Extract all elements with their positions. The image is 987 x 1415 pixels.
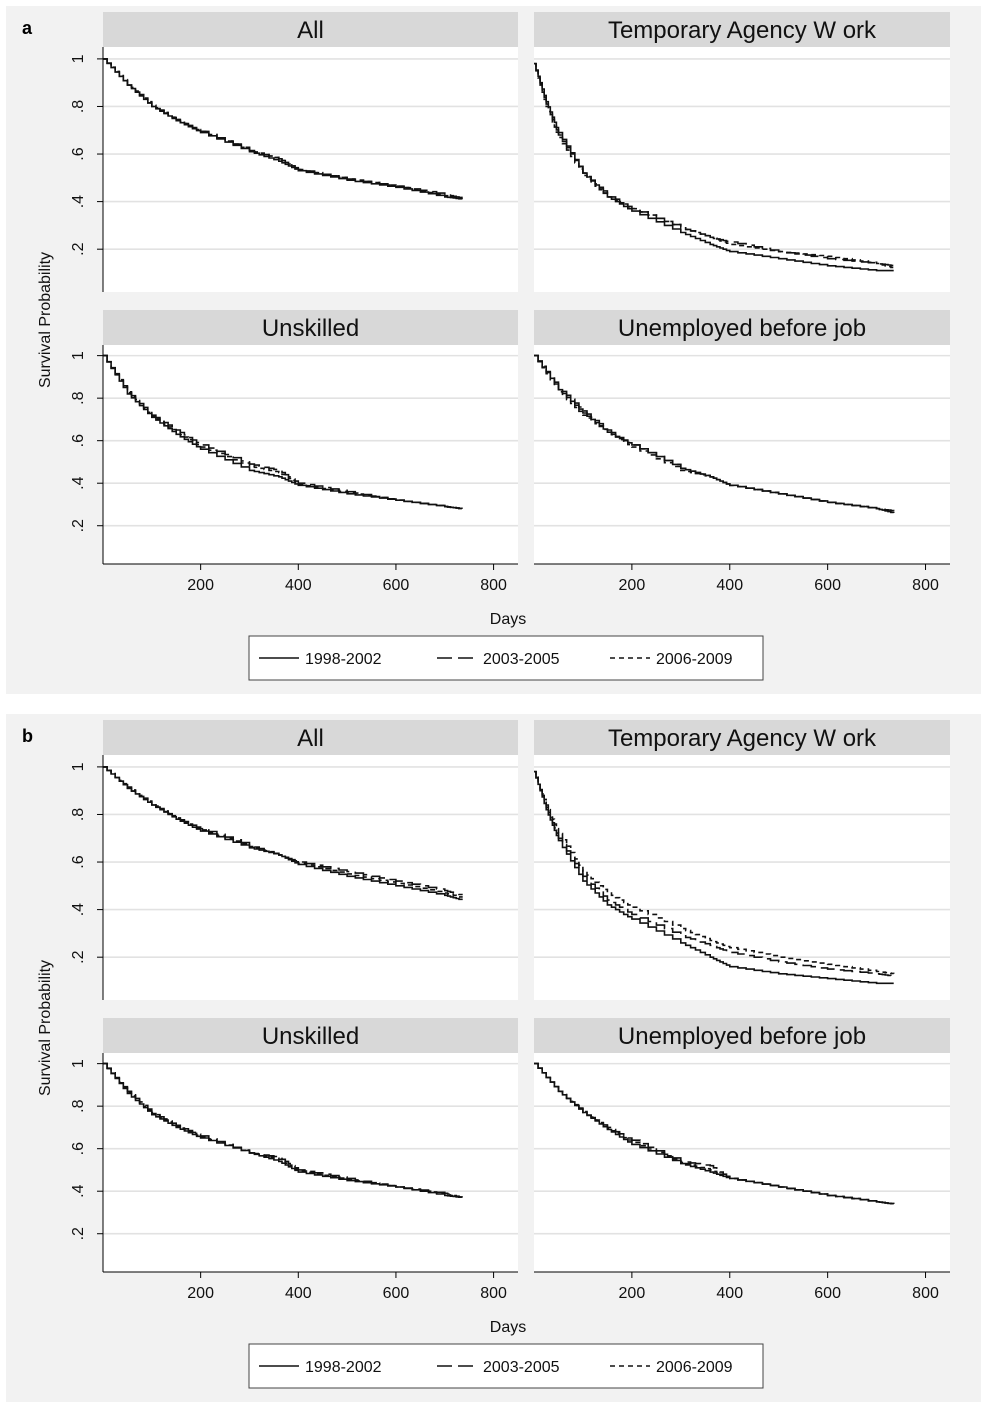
series-2003-2005	[534, 770, 895, 977]
series-2003-2005	[534, 354, 895, 512]
y-tick-label: 1	[70, 351, 87, 360]
plot-area	[534, 345, 950, 564]
y-tick-label: 1	[70, 762, 87, 771]
facet-title: Unemployed before job	[618, 1023, 866, 1050]
series-2006-2009	[534, 770, 895, 975]
series-2003-2005	[534, 62, 895, 267]
y-tick-label: .8	[70, 1099, 87, 1112]
y-tick-label: .8	[70, 391, 87, 404]
x-tick-label: 600	[383, 1285, 410, 1302]
y-tick-label: .4	[70, 195, 87, 208]
y-tick-label: .2	[70, 950, 87, 963]
y-tick-label: .8	[70, 808, 87, 821]
series-2006-2009	[103, 1062, 463, 1198]
y-tick-label: 1	[70, 1059, 87, 1068]
legend-label: 2003-2005	[483, 1359, 560, 1376]
legend-box	[248, 1343, 764, 1389]
x-axis-title: Days	[490, 1319, 526, 1336]
panel-letter: b	[22, 726, 33, 746]
facet-strip	[534, 310, 950, 345]
series-2006-2009	[534, 1062, 895, 1205]
y-tick-label: .4	[70, 1184, 87, 1197]
figure-b: b Survival Probability All .2 .4 .6 .8 1 Tempora…	[6, 714, 981, 1402]
x-tick-label: 400	[716, 1285, 743, 1302]
legend-label: 1998-2002	[305, 1359, 382, 1376]
y-tick-label: .2	[70, 519, 87, 532]
x-tick-label: 200	[187, 1285, 214, 1302]
facet-title: All	[297, 725, 324, 752]
legend-label: 2006-2009	[656, 1359, 733, 1376]
facet-title: Unemployed before job	[618, 315, 866, 342]
legend-label: 2003-2005	[483, 651, 560, 668]
facet-strip	[103, 310, 518, 345]
y-tick-label: .6	[70, 1142, 87, 1155]
legend: 1998-2002 2003-2005 2006-2009	[248, 635, 764, 681]
facet-strip	[103, 720, 518, 755]
facet-strip	[103, 12, 518, 47]
x-tick-label: 600	[814, 577, 841, 594]
series-2006-2009	[103, 58, 463, 200]
x-tick-label: 600	[383, 577, 410, 594]
facet-strip	[534, 1018, 950, 1053]
y-tick-label: .8	[70, 100, 87, 113]
y-tick-label: .6	[70, 147, 87, 160]
y-tick-label: .4	[70, 903, 87, 916]
x-tick-label: 800	[480, 577, 507, 594]
facet-title: Unskilled	[262, 315, 359, 342]
facet-unemployed-before-job: Unemployed before job 200 400 600 800	[534, 310, 950, 594]
x-tick-label: 800	[912, 577, 939, 594]
legend-label: 1998-2002	[305, 651, 382, 668]
facet-all: All .2 .4 .6 .8 1	[70, 12, 518, 292]
y-axis-title: Survival Probability	[37, 960, 54, 1096]
y-axis-title: Survival Probability	[37, 252, 54, 388]
x-tick-label: 800	[912, 1285, 939, 1302]
x-tick-label: 200	[187, 577, 214, 594]
facet-strip	[534, 12, 950, 47]
x-tick-label: 600	[814, 1285, 841, 1302]
facet-title: Temporary Agency W ork	[608, 725, 877, 752]
facet-strip	[534, 720, 950, 755]
plot-area	[534, 755, 950, 1000]
y-tick-label: .2	[70, 242, 87, 255]
facet-temporary-agency-w-ork: Temporary Agency W ork	[534, 12, 950, 292]
x-tick-label: 200	[619, 1285, 646, 1302]
panel-letter: a	[22, 18, 33, 38]
x-tick-label: 400	[285, 577, 312, 594]
y-tick-label: .6	[70, 855, 87, 868]
series-2006-2009	[534, 354, 895, 514]
plot-area	[103, 1053, 518, 1272]
plot-area	[534, 1053, 950, 1272]
facet-unemployed-before-job: Unemployed before job 200 400 600 800	[534, 1018, 950, 1302]
facet-all: All .2 .4 .6 .8 1	[70, 720, 518, 1000]
series-2006-2009	[103, 766, 463, 898]
x-tick-label: 400	[285, 1285, 312, 1302]
facet-unskilled: Unskilled .2 .4 .6 .8 1 200 400 600 800	[70, 1018, 518, 1302]
plot-area	[103, 755, 518, 1000]
y-tick-label: .4	[70, 476, 87, 489]
legend: 1998-2002 2003-2005 2006-2009	[248, 1343, 764, 1389]
x-axis-title: Days	[490, 611, 526, 628]
facet-temporary-agency-w-ork: Temporary Agency W ork	[534, 720, 950, 1000]
x-tick-label: 400	[716, 577, 743, 594]
y-tick-label: 1	[70, 54, 87, 63]
y-tick-label: .6	[70, 434, 87, 447]
x-tick-label: 800	[480, 1285, 507, 1302]
series-2006-2009	[103, 354, 463, 510]
figure-a: a Survival Probability All .2 .4 .6 .8 1 Tempora…	[6, 6, 981, 694]
facet-title: All	[297, 17, 324, 44]
legend-box	[248, 635, 764, 681]
facet-strip	[103, 1018, 518, 1053]
series-2006-2009	[534, 62, 895, 269]
facet-title: Temporary Agency W ork	[608, 17, 877, 44]
x-tick-label: 200	[619, 577, 646, 594]
facet-unskilled: Unskilled .2 .4 .6 .8 1 200 400 600 800	[70, 310, 518, 594]
y-tick-label: .2	[70, 1227, 87, 1240]
facet-title: Unskilled	[262, 1023, 359, 1050]
plot-area	[103, 345, 518, 564]
plot-area	[534, 47, 950, 292]
series-2003-2005	[103, 354, 463, 510]
legend-label: 2006-2009	[656, 651, 733, 668]
plot-area	[103, 47, 518, 292]
